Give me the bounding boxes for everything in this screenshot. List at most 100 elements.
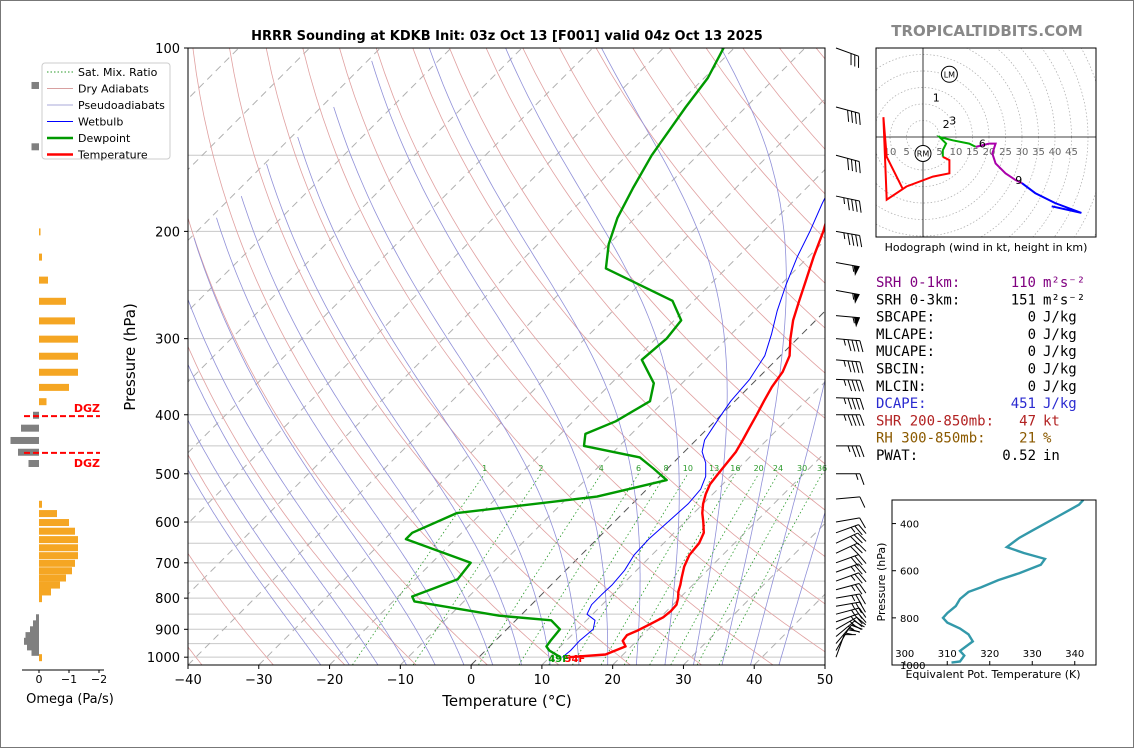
- moist-adiabat: [188, 469, 322, 665]
- barb-half: [851, 603, 856, 610]
- surface-temp-label: 54F: [565, 654, 586, 665]
- omega-tick-label: −2: [91, 673, 107, 686]
- wind-barb: [835, 607, 867, 619]
- moist-adiabat: [720, 48, 787, 665]
- barb-staff: [835, 315, 860, 319]
- barb-full: [847, 379, 853, 392]
- index-unit: m²s⁻²: [1043, 275, 1085, 291]
- barb-staff: [835, 572, 859, 582]
- omega-bar: [39, 581, 60, 589]
- y-tick-label: 300: [155, 333, 180, 348]
- barb-half: [852, 293, 855, 300]
- barb-flag: [853, 317, 860, 328]
- y-tick-label: 400: [155, 409, 180, 424]
- barb-half: [843, 379, 847, 386]
- legend-label: Dewpoint: [78, 132, 131, 145]
- wind-barb: [835, 593, 866, 606]
- barb-staff: [835, 554, 859, 564]
- hodo-ring-label: 10: [884, 147, 897, 158]
- index-label: MLCIN:: [876, 379, 927, 395]
- barb-full: [854, 555, 863, 566]
- x-tick-label: 40: [746, 673, 763, 688]
- dry-adiabat: [815, 48, 825, 60]
- barb-staff: [835, 532, 858, 544]
- dry-adiabat: [339, 48, 825, 653]
- omega-bar: [39, 654, 42, 662]
- x-tick-label: −10: [387, 673, 414, 688]
- wind-barb: [835, 47, 860, 68]
- index-value: 451: [1011, 396, 1036, 412]
- mixing-ratio-label: 4: [599, 464, 604, 473]
- barb-full: [859, 496, 866, 508]
- y-tick-label: 200: [155, 225, 180, 240]
- wind-barb: [836, 414, 865, 426]
- index-value: 21: [1019, 431, 1036, 447]
- skewt-x-label: Temperature (°C): [441, 692, 571, 710]
- theta-e-x-label: Equivalent Pot. Temperature (K): [905, 668, 1080, 681]
- omega-panel: 0 −1 −2 DGZ DGZ: [10, 81, 107, 686]
- barb-flag: [853, 265, 860, 277]
- mixing-ratio-label: 1: [482, 464, 487, 473]
- index-value: 0: [1028, 310, 1036, 326]
- hodo-ring-label: 30: [1016, 147, 1029, 158]
- moist-adiabat: [193, 237, 436, 665]
- omega-bar: [28, 459, 39, 467]
- barb-full: [848, 627, 861, 633]
- index-unit: J/kg: [1043, 310, 1077, 326]
- wind-barb: [835, 532, 867, 546]
- sounding-indices: SRH 0-1km: 110 m²s⁻² SRH 0-3km: 151 m²s⁻² SBCA…: [876, 275, 1085, 464]
- isotherm-line: [399, 239, 825, 665]
- isotherm-line: [329, 168, 825, 665]
- barb-full: [850, 557, 859, 567]
- hodograph-frame: [875, 47, 1097, 238]
- index-label: RH 300-850mb:: [876, 431, 986, 447]
- moist-adiabat: [240, 195, 494, 665]
- hodo-trace: [882, 117, 951, 202]
- barb-staff: [835, 289, 860, 296]
- index-label: MLCAPE:: [876, 327, 935, 343]
- barb-full: [851, 234, 855, 246]
- omega-x-label: Omega (Pa/s): [26, 692, 114, 707]
- barb-full: [858, 200, 862, 213]
- barb-full: [857, 532, 867, 542]
- barb-full: [859, 593, 866, 605]
- hodo-height-label: 9: [1015, 174, 1022, 187]
- wind-barb: [835, 620, 865, 637]
- index-label: SBCIN:: [876, 362, 927, 378]
- watermark: TROPICALTIDBITS.COM: [891, 22, 1083, 40]
- barb-full: [858, 554, 867, 564]
- barb-full: [855, 200, 858, 212]
- barb-full: [854, 614, 863, 625]
- barb-full: [844, 634, 856, 636]
- barb-staff: [835, 563, 859, 573]
- barb-full: [854, 573, 863, 584]
- series-wetbulb: [562, 196, 825, 658]
- barb-full: [851, 361, 856, 373]
- index-label: SHR 200-850mb:: [876, 413, 994, 429]
- omega-bar: [39, 383, 69, 391]
- barb-full: [854, 54, 856, 67]
- mixing-ratio-line: [696, 473, 803, 665]
- mixing-ratio-line: [478, 473, 602, 665]
- x-tick-label: 10: [534, 673, 551, 688]
- barb-half: [851, 595, 856, 602]
- barb-half: [843, 339, 846, 346]
- barb-staff: [835, 195, 860, 202]
- hodo-marker-label: RM: [917, 150, 930, 159]
- barb-half: [847, 445, 851, 453]
- theta-y-tick-label: 800: [900, 614, 919, 625]
- wind-barb: [836, 445, 865, 458]
- barb-full: [858, 572, 867, 583]
- dry-adiabat: [229, 48, 631, 665]
- omega-bar: [39, 536, 78, 544]
- hodo-ring-label: 5: [936, 147, 942, 158]
- dry-adiabat: [522, 48, 825, 419]
- skewt-y-label: Pressure (hPa): [121, 303, 139, 411]
- barb-full: [858, 113, 861, 125]
- omega-bar: [30, 626, 39, 634]
- barb-full: [854, 584, 863, 595]
- barb-full: [854, 608, 863, 619]
- hodo-height-label: 2: [943, 118, 950, 131]
- barb-full: [855, 379, 861, 392]
- omega-bar: [39, 352, 78, 360]
